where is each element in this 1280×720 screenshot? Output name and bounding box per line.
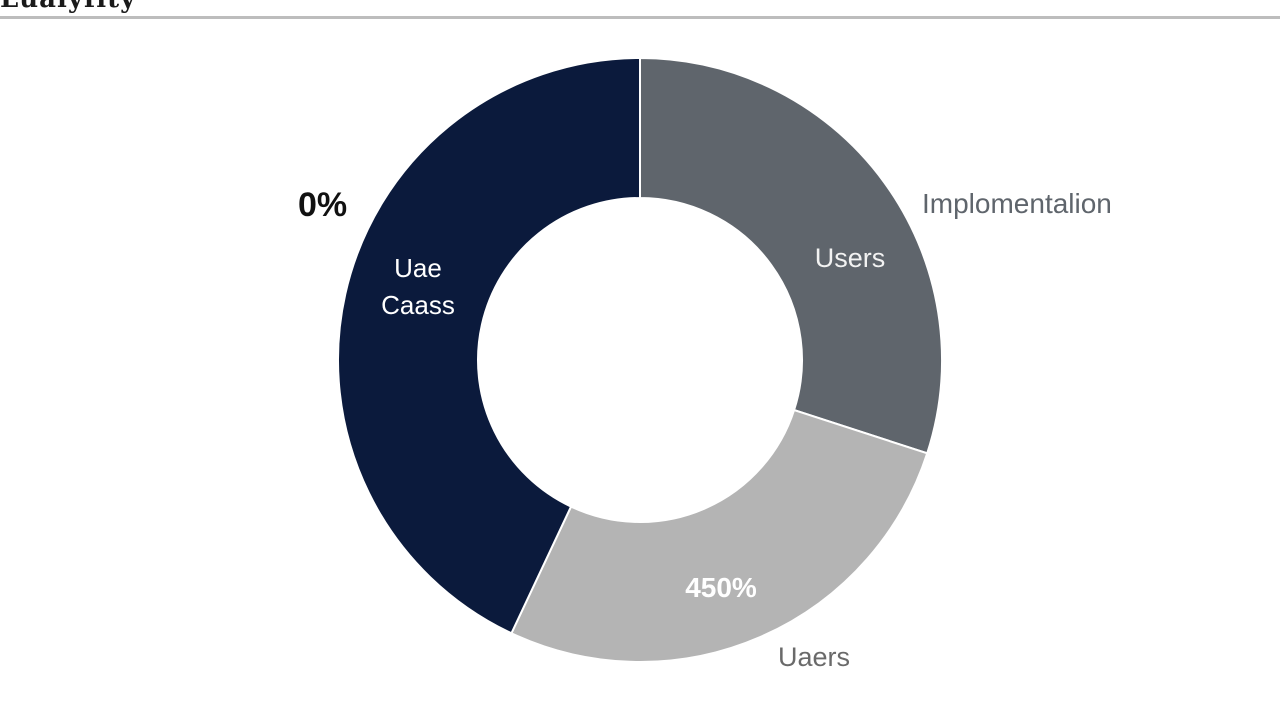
donut-slice-users — [510, 408, 929, 663]
donut-slice-use-cases — [337, 56, 641, 635]
use-cases-label-line2: Caass — [381, 290, 455, 320]
implementation-slice-label: Users — [815, 243, 886, 273]
implementation-annotation: Implomentalion — [922, 188, 1112, 219]
header-divider — [0, 16, 1280, 19]
use-cases-slice-label-line1: Uae — [394, 253, 442, 283]
use-cases-slice-label-line2: Caass — [381, 290, 455, 320]
donut-slice-implementation — [639, 56, 943, 455]
left-percent-annotation: 0% — [298, 186, 347, 224]
users-slice-value: 450% — [685, 572, 757, 603]
users-annotation: Uaers — [778, 642, 850, 672]
donut-slices — [337, 56, 943, 663]
use-cases-label-line1: Uae — [394, 253, 442, 283]
page-title: Lualyfity — [0, 0, 136, 14]
